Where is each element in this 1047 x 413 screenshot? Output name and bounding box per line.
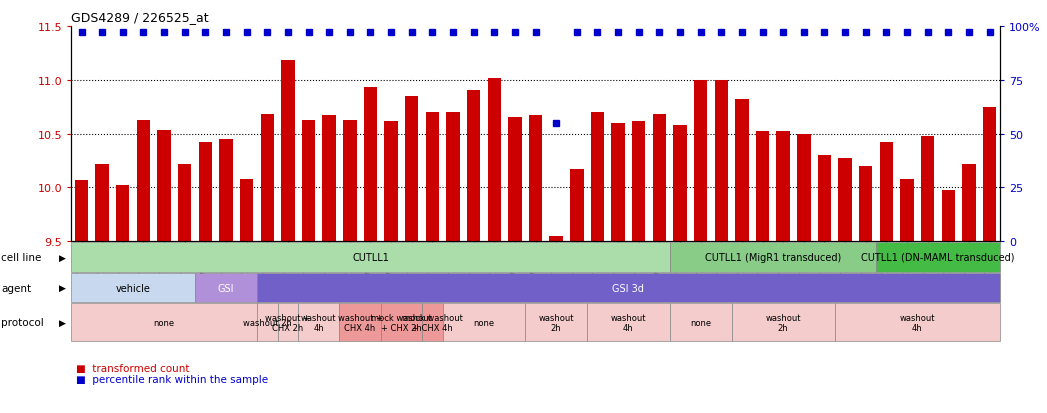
Text: cell line: cell line [1, 252, 42, 262]
Bar [157, 131, 171, 242]
Text: ▶: ▶ [59, 283, 66, 292]
Text: GDS4289 / 226525_at: GDS4289 / 226525_at [71, 11, 208, 24]
Bar [446, 113, 460, 242]
Text: washout
4h: washout 4h [610, 313, 646, 332]
Bar [879, 143, 893, 242]
Text: washout +
CHX 4h: washout + CHX 4h [337, 313, 382, 332]
Bar [652, 115, 666, 242]
Text: ▶: ▶ [59, 318, 66, 327]
Bar [550, 236, 563, 242]
Text: washout
2h: washout 2h [538, 313, 574, 332]
Bar [178, 164, 192, 242]
Bar [941, 190, 955, 242]
Text: washout 2h: washout 2h [243, 318, 292, 327]
Bar [74, 180, 88, 242]
Bar [839, 159, 852, 242]
Bar [571, 170, 583, 242]
Bar [405, 97, 419, 242]
Text: protocol: protocol [1, 318, 44, 328]
Bar [322, 116, 336, 242]
Text: GSI: GSI [218, 283, 235, 293]
Bar [611, 123, 625, 242]
Bar [282, 61, 294, 242]
Text: CUTLL1: CUTLL1 [352, 252, 388, 262]
Bar [529, 116, 542, 242]
Bar [467, 91, 481, 242]
Text: mock washout
+ CHX 2h: mock washout + CHX 2h [371, 313, 431, 332]
Bar [983, 107, 997, 242]
Text: none: none [154, 318, 175, 327]
Text: agent: agent [1, 283, 31, 293]
Bar [632, 121, 645, 242]
Bar [818, 156, 831, 242]
Bar [137, 120, 150, 242]
Text: CUTLL1 (MigR1 transduced): CUTLL1 (MigR1 transduced) [705, 252, 841, 262]
Bar [219, 140, 232, 242]
Bar [714, 81, 728, 242]
Bar [199, 143, 213, 242]
Text: mock washout
+ CHX 4h: mock washout + CHX 4h [402, 313, 463, 332]
Bar [797, 134, 810, 242]
Bar [302, 120, 315, 242]
Bar [488, 78, 500, 242]
Text: none: none [473, 318, 494, 327]
Bar [673, 126, 687, 242]
Text: washout +
CHX 2h: washout + CHX 2h [265, 313, 310, 332]
Text: ■  transformed count: ■ transformed count [76, 363, 190, 373]
Text: none: none [690, 318, 711, 327]
Bar [426, 113, 439, 242]
Bar [343, 120, 357, 242]
Bar [900, 179, 914, 242]
Bar [363, 88, 377, 242]
Text: washout
4h: washout 4h [899, 313, 935, 332]
Bar [508, 118, 521, 242]
Bar [694, 81, 708, 242]
Bar [116, 186, 130, 242]
Bar [735, 100, 749, 242]
Bar [756, 132, 770, 242]
Bar [921, 136, 934, 242]
Bar [777, 132, 789, 242]
Text: GSI 3d: GSI 3d [612, 283, 644, 293]
Bar [261, 115, 274, 242]
Text: ■  percentile rank within the sample: ■ percentile rank within the sample [76, 374, 269, 384]
Bar [962, 164, 976, 242]
Bar [859, 166, 872, 242]
Bar [384, 121, 398, 242]
Bar [591, 113, 604, 242]
Text: washout
2h: washout 2h [765, 313, 801, 332]
Text: CUTLL1 (DN-MAML transduced): CUTLL1 (DN-MAML transduced) [862, 252, 1015, 262]
Bar [95, 164, 109, 242]
Text: washout
4h: washout 4h [302, 313, 336, 332]
Text: vehicle: vehicle [115, 283, 151, 293]
Bar [240, 179, 253, 242]
Text: ▶: ▶ [59, 253, 66, 262]
